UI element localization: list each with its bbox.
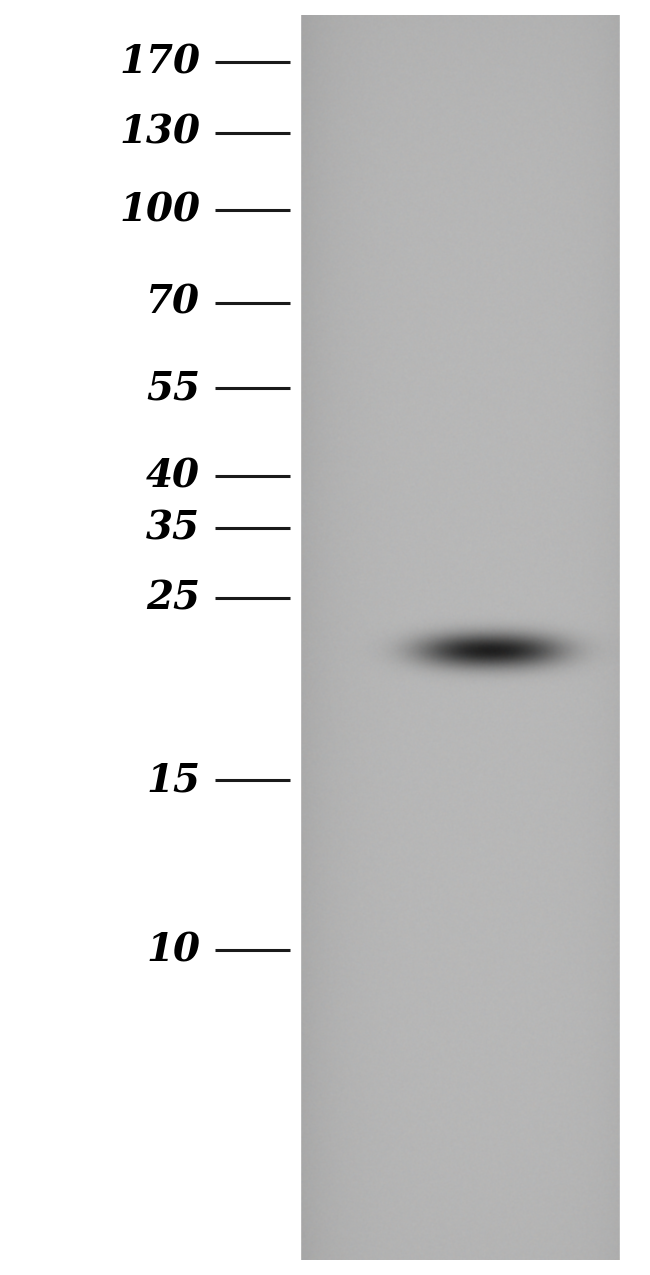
Text: 40: 40: [146, 456, 200, 495]
Bar: [620, 0, 650, 1275]
Text: 170: 170: [119, 43, 200, 82]
Text: 15: 15: [146, 761, 200, 799]
Text: 35: 35: [146, 509, 200, 547]
Text: 55: 55: [146, 368, 200, 407]
Text: 130: 130: [119, 113, 200, 152]
Text: 70: 70: [146, 284, 200, 323]
Text: 100: 100: [119, 191, 200, 230]
Bar: [0, 0, 300, 1275]
Text: 25: 25: [146, 579, 200, 617]
Text: 10: 10: [146, 931, 200, 969]
